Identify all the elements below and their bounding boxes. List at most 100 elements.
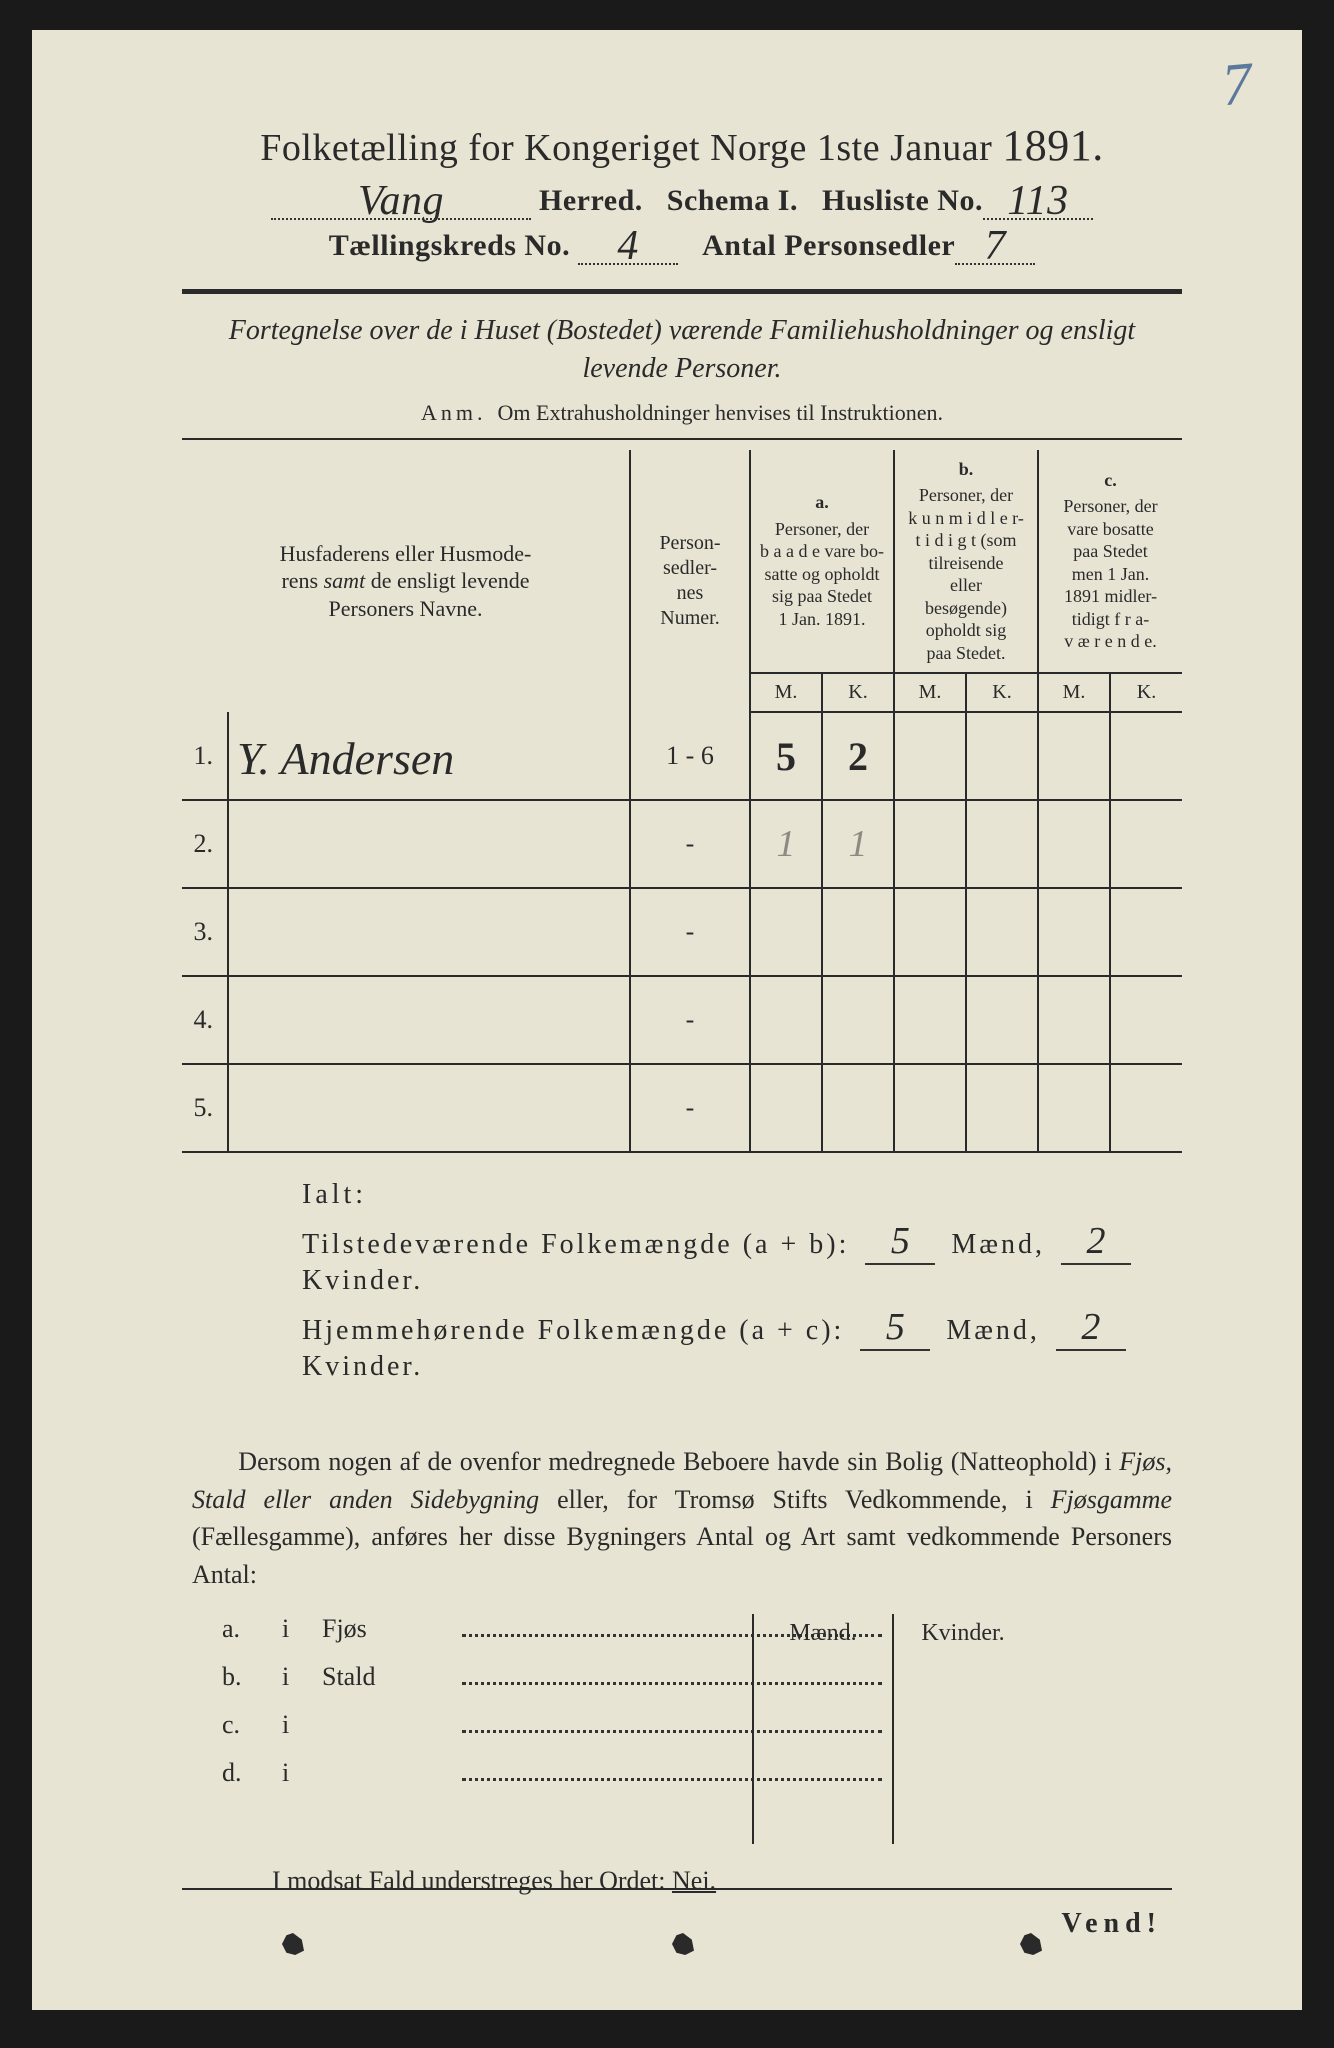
table-row: 2.-11: [182, 800, 1182, 888]
husliste-label: Husliste No.: [822, 184, 983, 217]
schema-label: Schema I.: [667, 184, 798, 217]
c-m-cell: [1038, 888, 1110, 976]
bygn-lead: d.: [222, 1758, 282, 1788]
totals-block: Ialt: Tilstedeværende Folkemængde (a + b…: [302, 1179, 1182, 1383]
b-k-cell: [966, 976, 1038, 1064]
bygn-label: Stald: [322, 1662, 462, 1692]
hjemme-row: Hjemmehørende Folkemængde (a + c): 5 Mæn…: [302, 1305, 1182, 1383]
modsat-line: I modsat Fald understreges her Ordet: Ne…: [272, 1866, 1182, 1896]
numer-cell: -: [630, 976, 750, 1064]
name-value: Y. Andersen: [237, 743, 454, 775]
col-c-header: c. Personer, dervare bosattepaa Stedetme…: [1038, 450, 1182, 674]
row-number: 3.: [182, 888, 228, 976]
bygninger-block: Mænd. Kvinder. a.iFjøsb.iStaldc.id.i: [182, 1614, 1182, 1806]
row-number: 2.: [182, 800, 228, 888]
table-row: 3. -: [182, 888, 1182, 976]
mk-k: K.: [1110, 673, 1182, 712]
b-k-cell: [966, 888, 1038, 976]
kreds-field: 4: [578, 228, 678, 265]
c-k-cell: [1110, 976, 1182, 1064]
name-cell: [228, 976, 630, 1064]
b-k-cell: [966, 712, 1038, 800]
husliste-field: 113: [983, 183, 1093, 220]
numer-cell: -: [630, 1064, 750, 1152]
name-cell: [228, 1064, 630, 1152]
paper-tear: [1020, 1933, 1042, 1955]
anm-text: Om Extrahusholdninger henvises til Instr…: [498, 400, 943, 425]
a-k-cell: 1: [822, 800, 894, 888]
title-text: Folketælling for Kongeriget Norge 1ste J…: [260, 127, 992, 169]
a-k-cell: [822, 888, 894, 976]
modsat-pre: I modsat Fald understreges her Ordet:: [272, 1866, 672, 1895]
row-number: 1.: [182, 712, 228, 800]
a-m-value: 1: [777, 823, 796, 865]
numer-cell: -: [630, 888, 750, 976]
bygn-i: i: [282, 1710, 322, 1740]
mk-k: K.: [966, 673, 1038, 712]
fortegnelse-text: Fortegnelse over de i Huset (Bostedet) v…: [202, 312, 1162, 388]
col-a-text: Personer, derb a a d e vare bo-satte og …: [760, 519, 884, 629]
vend-label: Vend!: [1061, 1908, 1162, 1940]
bygn-lead: a.: [222, 1614, 282, 1644]
bottom-divider: [182, 1888, 1172, 1890]
mk-m: M.: [894, 673, 966, 712]
census-form-page: 7 Folketælling for Kongeriget Norge 1ste…: [32, 30, 1302, 2010]
bygn-i: i: [282, 1614, 322, 1644]
paper-tear: [672, 1933, 694, 1955]
main-title: Folketælling for Kongeriget Norge 1ste J…: [182, 120, 1182, 171]
bygn-rows: a.iFjøsb.iStaldc.id.i: [222, 1614, 1182, 1806]
kreds-label: Tællingskreds No.: [329, 229, 570, 262]
col-b-text: Personer, derk u n m i d l e r-t i d i g…: [908, 485, 1024, 663]
b-k-cell: [966, 800, 1038, 888]
dersom-em2: Fjøsgamme: [1051, 1485, 1172, 1514]
corner-page-number: 7: [1219, 49, 1255, 120]
dersom-t3: (Fællesgamme), anføres her disse Bygning…: [192, 1522, 1172, 1589]
antal-field: 7: [955, 228, 1035, 265]
herred-field: Vang: [271, 183, 531, 220]
b-m-cell: [894, 976, 966, 1064]
maend-label: Mænd,: [946, 1315, 1040, 1346]
dersom-t2: eller, for Tromsø Stifts Vedkommende, i: [539, 1485, 1051, 1514]
col-numer-text: Person-sedler-nesNumer.: [659, 532, 720, 629]
bygn-row: a.iFjøs: [222, 1614, 1182, 1662]
c-m-cell: [1038, 800, 1110, 888]
c-k-cell: [1110, 800, 1182, 888]
bygn-mk-columns: Mænd. Kvinder.: [752, 1614, 1032, 1844]
name-cell: [228, 800, 630, 888]
kreds-value: 4: [617, 232, 639, 261]
hjemme-m-value: 5: [886, 1306, 905, 1348]
antal-value: 7: [984, 232, 1006, 261]
bygn-i: i: [282, 1662, 322, 1692]
a-k-cell: [822, 976, 894, 1064]
hjemme-label: Hjemmehørende Folkemængde (a + c):: [302, 1315, 844, 1346]
c-m-cell: [1038, 1064, 1110, 1152]
ialt-label-text: Ialt:: [302, 1179, 367, 1210]
col-b-header: b. Personer, derk u n m i d l e r-t i d …: [894, 450, 1038, 674]
col-c-letter: c.: [1045, 469, 1176, 492]
mk-m: M.: [1038, 673, 1110, 712]
b-m-cell: [894, 1064, 966, 1152]
tilstede-m: 5: [865, 1219, 935, 1265]
ialt-label: Ialt:: [302, 1179, 1182, 1211]
herred-value: Vang: [358, 187, 444, 216]
herred-line: Vang Herred. Schema I. Husliste No.113: [182, 183, 1182, 220]
bygn-row: b.iStald: [222, 1662, 1182, 1710]
name-cell: Y. Andersen: [228, 712, 630, 800]
table-row: 1.Y. Andersen1 - 652: [182, 712, 1182, 800]
hjemme-m: 5: [860, 1305, 930, 1351]
divider: [182, 438, 1182, 440]
kreds-line: Tællingskreds No. 4 Antal Personsedler7: [182, 228, 1182, 265]
divider: [182, 289, 1182, 294]
col-b-letter: b.: [901, 458, 1031, 481]
bygn-kvinder-col: Kvinder.: [892, 1614, 1032, 1844]
col-a-header: a. Personer, derb a a d e vare bo-satte …: [750, 450, 894, 674]
tilstede-row: Tilstedeværende Folkemængde (a + b): 5 M…: [302, 1219, 1182, 1297]
b-m-cell: [894, 800, 966, 888]
tilstede-k-value: 2: [1086, 1220, 1105, 1262]
anm-label: Anm.: [421, 400, 487, 425]
col-names-text: Husfaderens eller Husmode-rens samt de e…: [280, 541, 532, 621]
table-row: 5.-: [182, 1064, 1182, 1152]
a-m-cell: 1: [750, 800, 822, 888]
anm-line: Anm. Om Extrahusholdninger henvises til …: [182, 400, 1182, 426]
bygn-row: d.i: [222, 1758, 1182, 1806]
